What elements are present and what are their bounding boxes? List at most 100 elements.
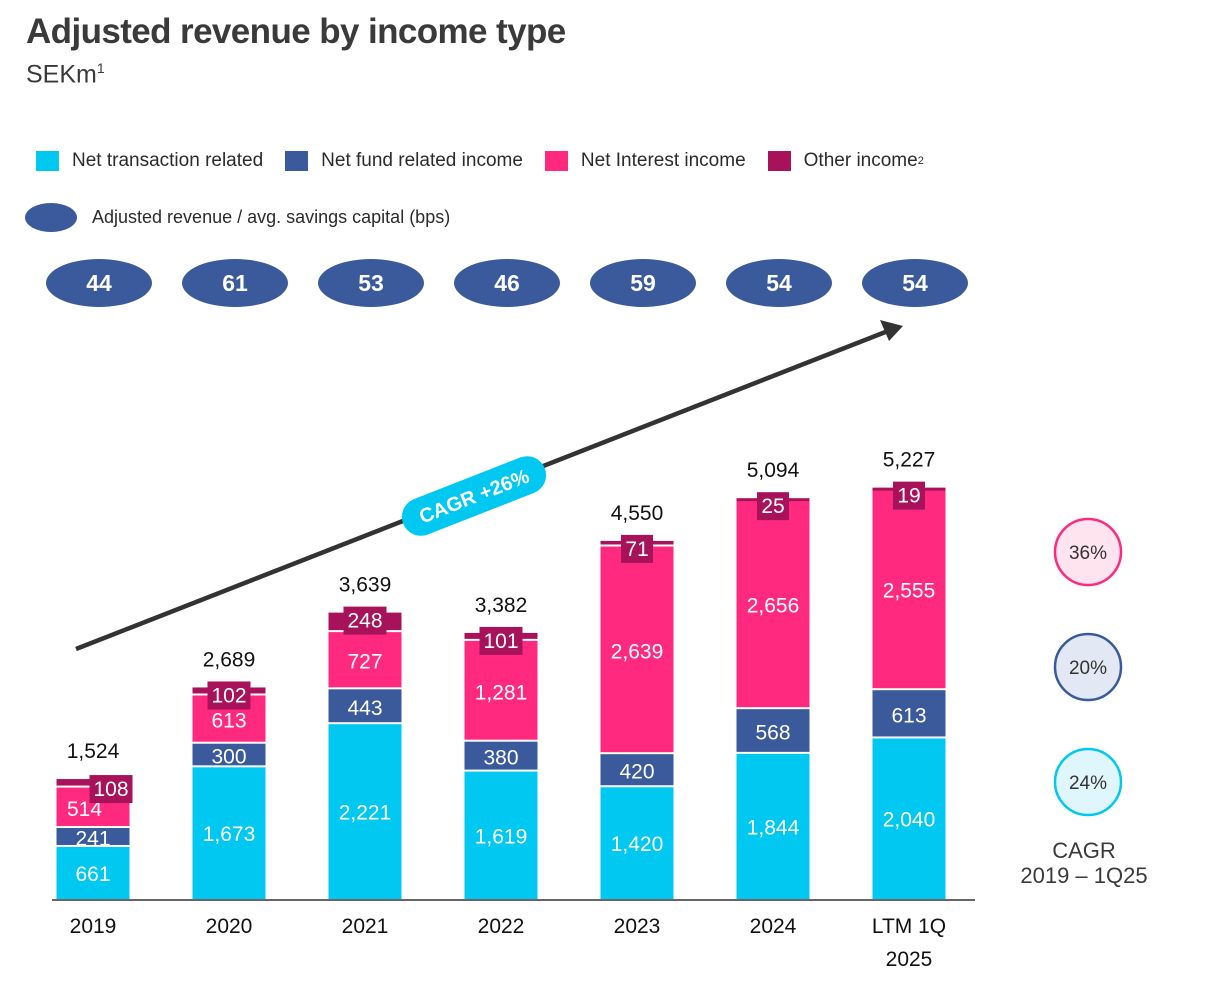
bar-segment: [56, 846, 130, 899]
legend-label-transaction: Net transaction related: [72, 150, 264, 171]
bar-value-label: 420: [619, 761, 654, 784]
bps-value: 53: [358, 270, 384, 296]
bar-value-label: 1,420: [611, 833, 664, 856]
subtitle-text: SEKm: [26, 60, 97, 89]
legend: Net transaction related Net fund related…: [36, 150, 924, 172]
cagr-circle: [1053, 517, 1123, 587]
bar-total-label: 3,382: [475, 594, 528, 617]
x-tick-label: 2021: [342, 915, 389, 938]
bps-oval: [318, 259, 424, 307]
bar-segment: [600, 546, 674, 753]
bar-value-label: 241: [75, 827, 110, 850]
bar-value-label: 1,281: [475, 681, 528, 704]
bar-segment: [464, 640, 538, 740]
cagr-circle: [1053, 632, 1123, 702]
bar-value-label: 2,656: [747, 595, 800, 618]
cagr-circle: [1053, 747, 1123, 817]
bar-label-box: [343, 606, 387, 635]
bar-value-label: 108: [93, 778, 128, 801]
cagr-pill-background: [401, 456, 547, 536]
bar-segment: [872, 489, 946, 689]
bar-value-label: 514: [67, 798, 102, 821]
x-tick-label: 2024: [750, 915, 797, 938]
cagr-title-line2: 2019 – 1Q25: [1020, 863, 1148, 889]
bar-value-label: 19: [897, 485, 920, 508]
chart-subtitle: SEKm1: [26, 60, 105, 89]
cagr-pill: CAGR +26%: [401, 456, 547, 536]
bar-value-label: 613: [211, 710, 246, 733]
cagr-title-line1: CAGR: [1052, 838, 1116, 863]
bar-segment: [736, 753, 810, 899]
legend-item-fund: Net fund related income: [285, 150, 523, 172]
x-tick-label: 2022: [478, 915, 525, 938]
legend-item-transaction: Net transaction related: [36, 150, 263, 172]
bar-value-label: 727: [347, 651, 382, 674]
cagr-circle-value: 24%: [1069, 773, 1107, 794]
x-tick-label: 2020: [206, 915, 253, 938]
legend-swatch-transaction: [36, 151, 59, 171]
legend-item-other: Other income 2: [767, 150, 924, 172]
bps-value: 46: [494, 270, 520, 296]
x-tick-label: LTM 1Q: [872, 915, 946, 938]
bps-oval: [46, 259, 152, 307]
bar-total-label: 1,524: [67, 740, 120, 763]
bar-total-label: 4,550: [611, 502, 664, 525]
legend-item-interest: Net Interest income: [544, 150, 746, 172]
chart-title: Adjusted revenue by income type: [26, 12, 566, 51]
bar-segment: [192, 767, 266, 899]
bar-value-label: 1,619: [475, 825, 528, 848]
bps-value: 61: [222, 270, 248, 296]
bar-value-label: 661: [75, 863, 110, 886]
cagr-trend-arrowhead: [880, 320, 903, 341]
bar-value-label: 568: [755, 722, 790, 745]
cagr-circle-value: 36%: [1069, 543, 1107, 564]
bar-value-label: 102: [211, 684, 246, 707]
bar-label-box: [89, 775, 133, 804]
x-tick-label: 2019: [70, 915, 117, 938]
bar-segment: [56, 828, 130, 845]
bps-value: 54: [766, 270, 792, 296]
bar-label-box: [757, 492, 789, 521]
bar-segment: [328, 689, 402, 723]
bar-value-label: 2,221: [339, 802, 392, 825]
legend-label-fund: Net fund related income: [321, 150, 523, 171]
bps-legend: Adjusted revenue / avg. savings capital …: [25, 203, 450, 232]
bar-value-label: 443: [347, 697, 382, 720]
bar-label-box: [621, 534, 653, 563]
bar-value-label: 25: [761, 495, 784, 518]
x-tick-label: 2023: [614, 915, 661, 938]
bar-segment: [600, 787, 674, 899]
bps-oval: [590, 259, 696, 307]
bar-segment: [600, 754, 674, 786]
subtitle-footnote: 1: [96, 60, 105, 76]
bar-segment: [736, 709, 810, 752]
legend-footnote-other: 2: [917, 155, 924, 167]
legend-swatch-interest: [544, 151, 568, 171]
bps-value: 54: [902, 270, 928, 296]
legend-label-other: Other income: [803, 150, 918, 171]
bar-segment: [464, 741, 538, 770]
cagr-circle-value: 20%: [1069, 658, 1107, 679]
bar-total-label: 3,639: [339, 574, 392, 597]
bar-label-box: [479, 626, 523, 655]
bps-oval: [862, 259, 968, 307]
bps-value: 44: [86, 270, 112, 296]
cagr-panel-title: CAGR 2019 – 1Q25: [1006, 838, 1162, 889]
legend-swatch-fund: [285, 151, 309, 171]
bar-value-label: 101: [483, 630, 518, 653]
bar-label-box: [207, 681, 251, 710]
bar-segment: [872, 690, 946, 737]
bps-oval: [454, 259, 560, 307]
bar-segment: [736, 500, 810, 708]
bar-total-label: 5,094: [747, 459, 800, 482]
bar-segment: [192, 743, 266, 766]
bps-value: 59: [630, 270, 656, 296]
bps-oval: [182, 259, 288, 307]
bar-value-label: 2,040: [883, 809, 936, 832]
bar-segment: [328, 724, 402, 899]
bar-value-label: 613: [891, 704, 926, 727]
bps-legend-label: Adjusted revenue / avg. savings capital …: [92, 207, 451, 227]
bar-value-label: 248: [347, 610, 382, 633]
bar-label-box: [893, 481, 925, 510]
